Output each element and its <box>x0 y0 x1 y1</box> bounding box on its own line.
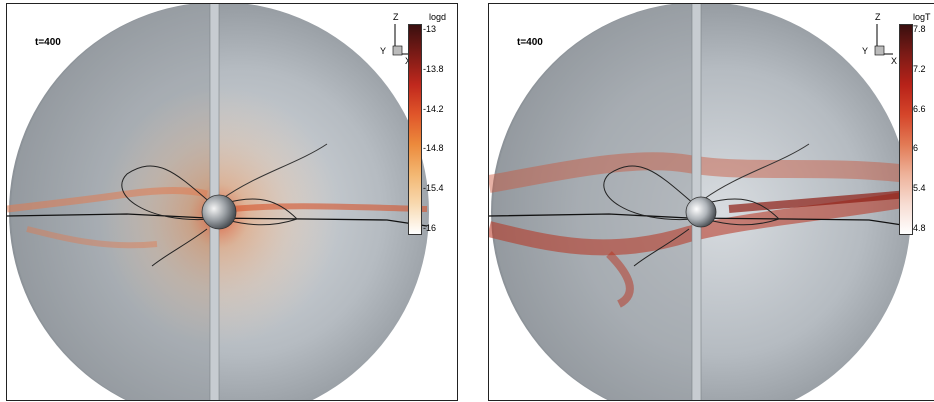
central-star <box>201 194 237 230</box>
density-panel: t=400 Z X Y logd -13-13.8-14.2-14.8-15.4… <box>6 3 458 401</box>
streamer-left <box>7 187 208 213</box>
temperature-streamer-upper <box>489 152 910 193</box>
colorbar-tick-label: 6 <box>913 143 919 154</box>
colorbar <box>899 24 913 235</box>
field-line-open-2 <box>633 228 690 267</box>
temperature-streamer-right <box>728 190 910 213</box>
field-line-open-1 <box>221 143 328 200</box>
colorbar <box>408 24 422 235</box>
field-line-loop-1 <box>603 165 695 221</box>
field-line-loop-2 <box>221 198 298 226</box>
field-line-equator <box>489 213 910 227</box>
sphere-render <box>7 4 429 400</box>
field-line-open-2 <box>151 228 208 267</box>
colorbar-title: logT <box>913 12 931 22</box>
colorbar-title: logd <box>429 12 447 22</box>
field-line-open-1 <box>703 143 810 200</box>
axis-z-label: Z <box>393 12 399 22</box>
colorbar-tick-label: 7.8 <box>913 24 926 34</box>
field-line-loop-1 <box>121 165 213 221</box>
temperature-streamer-lower <box>489 191 911 256</box>
field-line-equator <box>7 213 428 227</box>
cut-plane-shade <box>493 4 701 400</box>
colorbar-tick-label: -15.4 <box>423 183 444 194</box>
streamer-right <box>231 203 428 212</box>
colorbar-tick-label: -13 <box>423 24 437 34</box>
time-label: t=400 <box>35 37 61 48</box>
temperature-panel: t=400 Z X Y logT 7.8 7.2 6.6 6 5.4 4.8 <box>488 3 934 401</box>
axis-y-label: Y <box>862 46 869 56</box>
axis-triad-icon <box>874 24 893 56</box>
axis-z-label: Z <box>875 12 881 22</box>
sphere-render <box>489 4 911 400</box>
colorbar-tick-label: 5.4 <box>913 183 926 194</box>
colorbar-tick-label: 7.2 <box>913 63 926 74</box>
time-label: t=400 <box>517 37 543 48</box>
colorbar-tick-label: 4.8 <box>913 223 926 233</box>
axis-y-label: Y <box>380 46 387 56</box>
colorbar-tick-label: -14.8 <box>423 143 444 154</box>
streamer-left-lower <box>26 226 158 249</box>
field-line-loop-2 <box>703 198 780 226</box>
colorbar-tick-label: -14.2 <box>423 103 444 114</box>
colorbar-tick-label: 6.6 <box>913 103 926 114</box>
temperature-streamer-tail <box>606 251 634 308</box>
colorbar-tick-label: -16 <box>423 223 437 233</box>
central-star <box>685 196 717 228</box>
axis-x-label: X <box>891 56 898 66</box>
colorbar-tick-label: -13.8 <box>423 63 444 74</box>
